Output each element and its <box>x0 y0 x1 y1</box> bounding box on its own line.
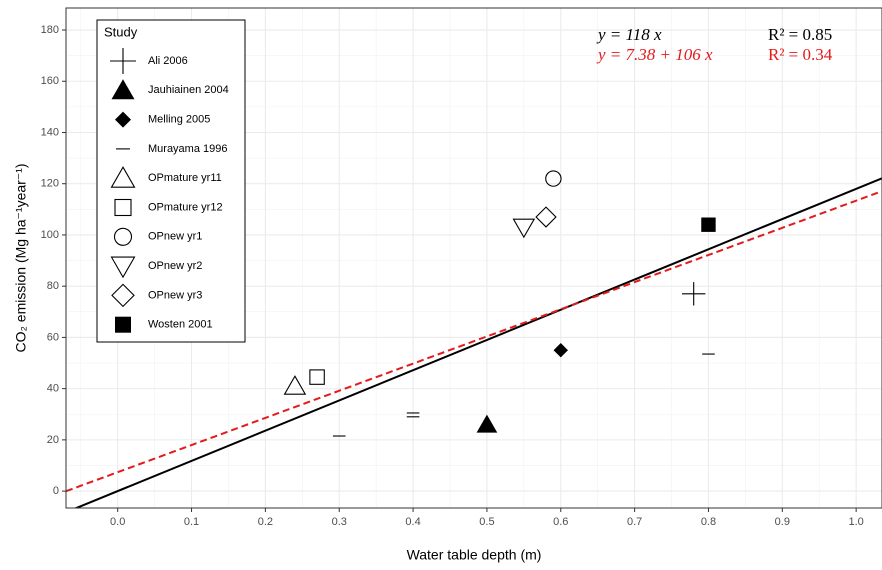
legend-symbol <box>114 198 132 217</box>
point <box>309 369 325 385</box>
legend-label: OPnew yr1 <box>148 231 202 243</box>
legend-box <box>96 19 246 343</box>
y-tick-label: 120 <box>41 178 59 190</box>
legend-label: OPnew yr2 <box>148 260 202 272</box>
legend-symbol <box>111 79 135 100</box>
legend-symbol <box>110 256 136 279</box>
legend-label: Murayama 1996 <box>148 143 228 155</box>
x-tick-label: 0.8 <box>701 516 716 528</box>
legend-title: Study <box>104 24 138 39</box>
x-tick-label: 0.3 <box>332 516 347 528</box>
y-tick-label: 20 <box>47 434 59 446</box>
point <box>512 218 536 239</box>
point <box>283 375 307 395</box>
point <box>545 170 562 187</box>
legend-label: OPmature yr12 <box>148 201 223 213</box>
legend-label: Jauhiainen 2004 <box>148 84 229 96</box>
legend-symbol <box>110 166 136 188</box>
x-tick-label: 0.1 <box>184 516 199 528</box>
y-tick-label: 180 <box>41 24 59 36</box>
y-tick-label: 0 <box>53 485 59 497</box>
x-tick-label: 0.0 <box>110 516 125 528</box>
legend-symbol <box>115 111 131 128</box>
legend-label: OPmature yr11 <box>148 172 222 184</box>
plot-layer <box>66 170 882 508</box>
y-tick-label: 100 <box>41 229 59 241</box>
y-tick-label: 40 <box>47 383 59 395</box>
fit-equation: y = 7.38 + 106 x <box>596 45 713 64</box>
legend-symbol <box>111 283 135 308</box>
fit-line <box>66 190 882 493</box>
legend-label: Melling 2005 <box>148 114 210 126</box>
y-tick-label: 160 <box>41 75 59 87</box>
fit-line <box>73 177 882 508</box>
x-tick-label: 0.2 <box>258 516 273 528</box>
x-tick-label: 0.7 <box>627 516 642 528</box>
legend-symbol <box>113 227 133 246</box>
x-tick-label: 0.6 <box>553 516 568 528</box>
x-tick-label: 0.5 <box>479 516 494 528</box>
legend-label: OPnew yr3 <box>148 289 202 301</box>
legend-label: Ali 2006 <box>148 55 188 67</box>
legend-symbol <box>110 48 136 74</box>
legend-symbol <box>115 316 131 333</box>
x-tick-label: 1.0 <box>849 516 864 528</box>
fit-r2: R² = 0.85 <box>768 25 832 44</box>
x-axis-title: Water table depth (m) <box>407 547 542 563</box>
y-tick-label: 60 <box>47 331 59 343</box>
y-tick-label: 80 <box>47 280 59 292</box>
point <box>681 282 706 306</box>
fit-r2: R² = 0.34 <box>768 45 833 64</box>
point <box>553 343 568 358</box>
fit-equation: y = 118 x <box>596 25 662 44</box>
y-axis-title: CO₂ emission (Mg ha⁻¹year⁻¹) <box>13 163 29 352</box>
panel-border <box>65 7 882 509</box>
point <box>701 217 716 232</box>
y-tick-label: 140 <box>41 126 59 138</box>
x-tick-label: 0.9 <box>775 516 790 528</box>
x-tick-label: 0.4 <box>405 516 420 528</box>
point <box>476 414 498 433</box>
legend-label: Wosten 2001 <box>148 319 213 331</box>
point <box>535 206 557 228</box>
